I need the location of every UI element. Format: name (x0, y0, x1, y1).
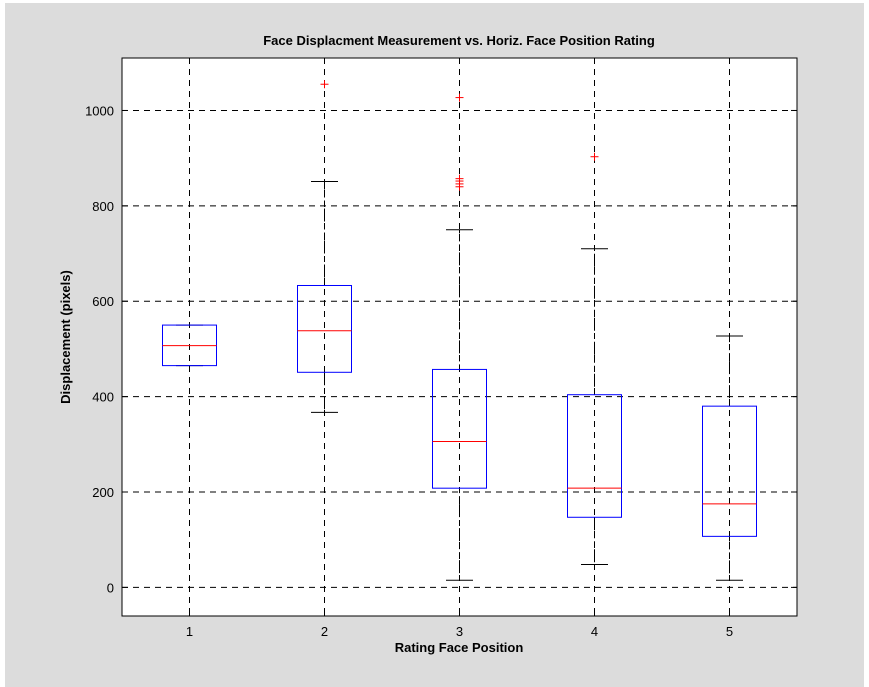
iqr-box (702, 405, 757, 537)
outlier-marker (455, 174, 464, 183)
outlier-marker (455, 93, 464, 102)
chart-title: Face Displacment Measurement vs. Horiz. … (263, 33, 655, 48)
x-axis-label: Rating Face Position (395, 640, 524, 655)
box-group (162, 324, 217, 367)
x-tick-label: 5 (726, 624, 733, 639)
y-tick-label: 600 (92, 294, 114, 309)
x-tick-label: 3 (456, 624, 463, 639)
y-tick-label: 200 (92, 485, 114, 500)
iqr-box (432, 368, 487, 489)
axis-ticks: 1 2 3 4 5 0 200 400 600 800 1000 (85, 58, 797, 639)
x-tick-label: 2 (321, 624, 328, 639)
box-group (432, 93, 487, 581)
grid-lines (122, 58, 797, 616)
y-tick-label: 800 (92, 199, 114, 214)
y-axis-label: Displacement (pixels) (58, 270, 73, 404)
box-series (162, 80, 757, 581)
x-tick-label: 4 (591, 624, 598, 639)
iqr-box (297, 284, 352, 373)
outlier-marker (320, 80, 329, 89)
y-tick-label: 1000 (85, 103, 114, 118)
box-group (567, 152, 622, 565)
y-tick-label: 400 (92, 390, 114, 405)
box-group (297, 80, 352, 413)
x-tick-label: 1 (186, 624, 193, 639)
box-group (702, 335, 757, 581)
outlier-marker (590, 152, 599, 161)
iqr-box (567, 394, 622, 518)
y-tick-label: 0 (107, 580, 114, 595)
